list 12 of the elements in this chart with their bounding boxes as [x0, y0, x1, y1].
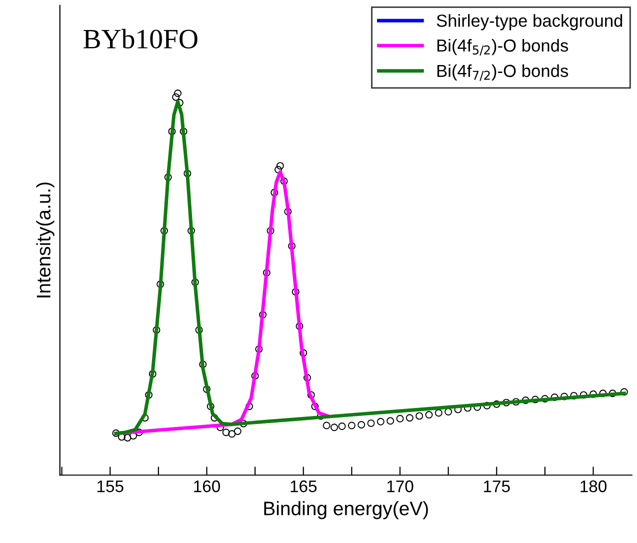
x-tick-label: 160: [194, 480, 220, 492]
legend-label: Bi(4f$_{7/2}$)-O bonds: [437, 64, 568, 81]
legend-label: Shirley-type background: [436, 14, 622, 30]
x-tick-label: 170: [387, 480, 414, 492]
x-tick-label: 180: [580, 480, 607, 492]
text: BYb10FO: [84, 28, 198, 48]
x-tick-label: 155: [97, 480, 124, 492]
x-tick-label: 175: [484, 480, 510, 492]
y-axis-title: Intensity(a.u.): [36, 182, 54, 298]
x-tick-label: 165: [290, 480, 317, 492]
legend-label: Bi(4f$_{5/2}$)-O bonds: [437, 38, 568, 56]
x-axis-title: Binding energy(eV): [264, 501, 428, 520]
